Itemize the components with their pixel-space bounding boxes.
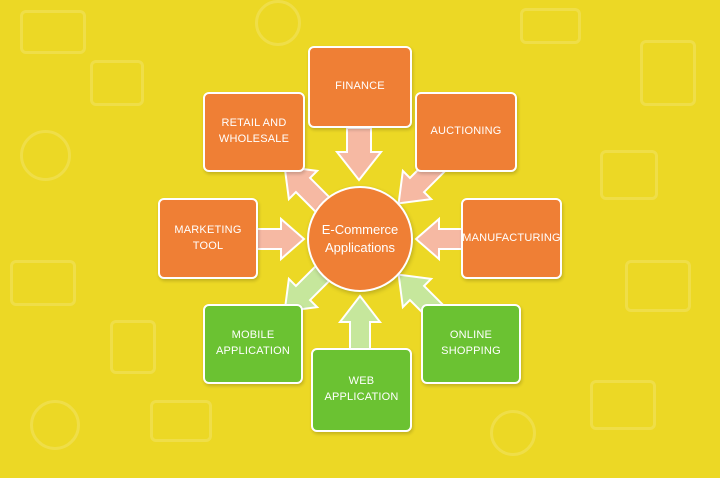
arrow-manufacturing (414, 216, 464, 262)
hub-ecommerce-applications: E-Commerce Applications (307, 186, 413, 292)
node-retail-wholesale: RETAIL AND WHOLESALE (203, 92, 305, 172)
node-auctioning: AUCTIONING (415, 92, 517, 172)
node-manufacturing-label: MANUFACTURING (462, 231, 561, 244)
node-finance: FINANCE (308, 46, 412, 128)
node-mobile-label-line2: APPLICATION (215, 345, 291, 357)
node-retail-label-line1: RETAIL AND (221, 117, 287, 130)
node-marketing-label: MARKETING TOOL (174, 223, 242, 252)
node-web-application: WEB APPLICATION (311, 348, 412, 432)
node-mobile-application: MOBILE APPLICATION (203, 304, 303, 384)
node-finance-label: FINANCE (335, 80, 385, 93)
node-marketing-tool: MARKETING TOOL (158, 198, 258, 279)
node-web-label-line1: WEB (348, 375, 375, 388)
node-web-label-line2: APPLICATION (324, 391, 399, 403)
node-retail-label-line2: WHOLESALE (218, 133, 290, 145)
arrow-finance (334, 127, 384, 182)
node-mobile-label-line1: MOBILE (231, 329, 275, 342)
node-auctioning-label: AUCTIONING (430, 125, 502, 138)
node-online-shopping: ONLINE SHOPPING (421, 304, 521, 384)
arrow-web (337, 294, 383, 351)
arrow-marketing (256, 216, 306, 262)
hub-label-line2: Applications (324, 240, 396, 255)
node-manufacturing: MANUFACTURING (461, 198, 562, 279)
node-online-label-line2: SHOPPING (441, 345, 501, 357)
hub-label-line1: E-Commerce (321, 222, 399, 238)
node-online-label-line1: ONLINE (449, 329, 493, 342)
